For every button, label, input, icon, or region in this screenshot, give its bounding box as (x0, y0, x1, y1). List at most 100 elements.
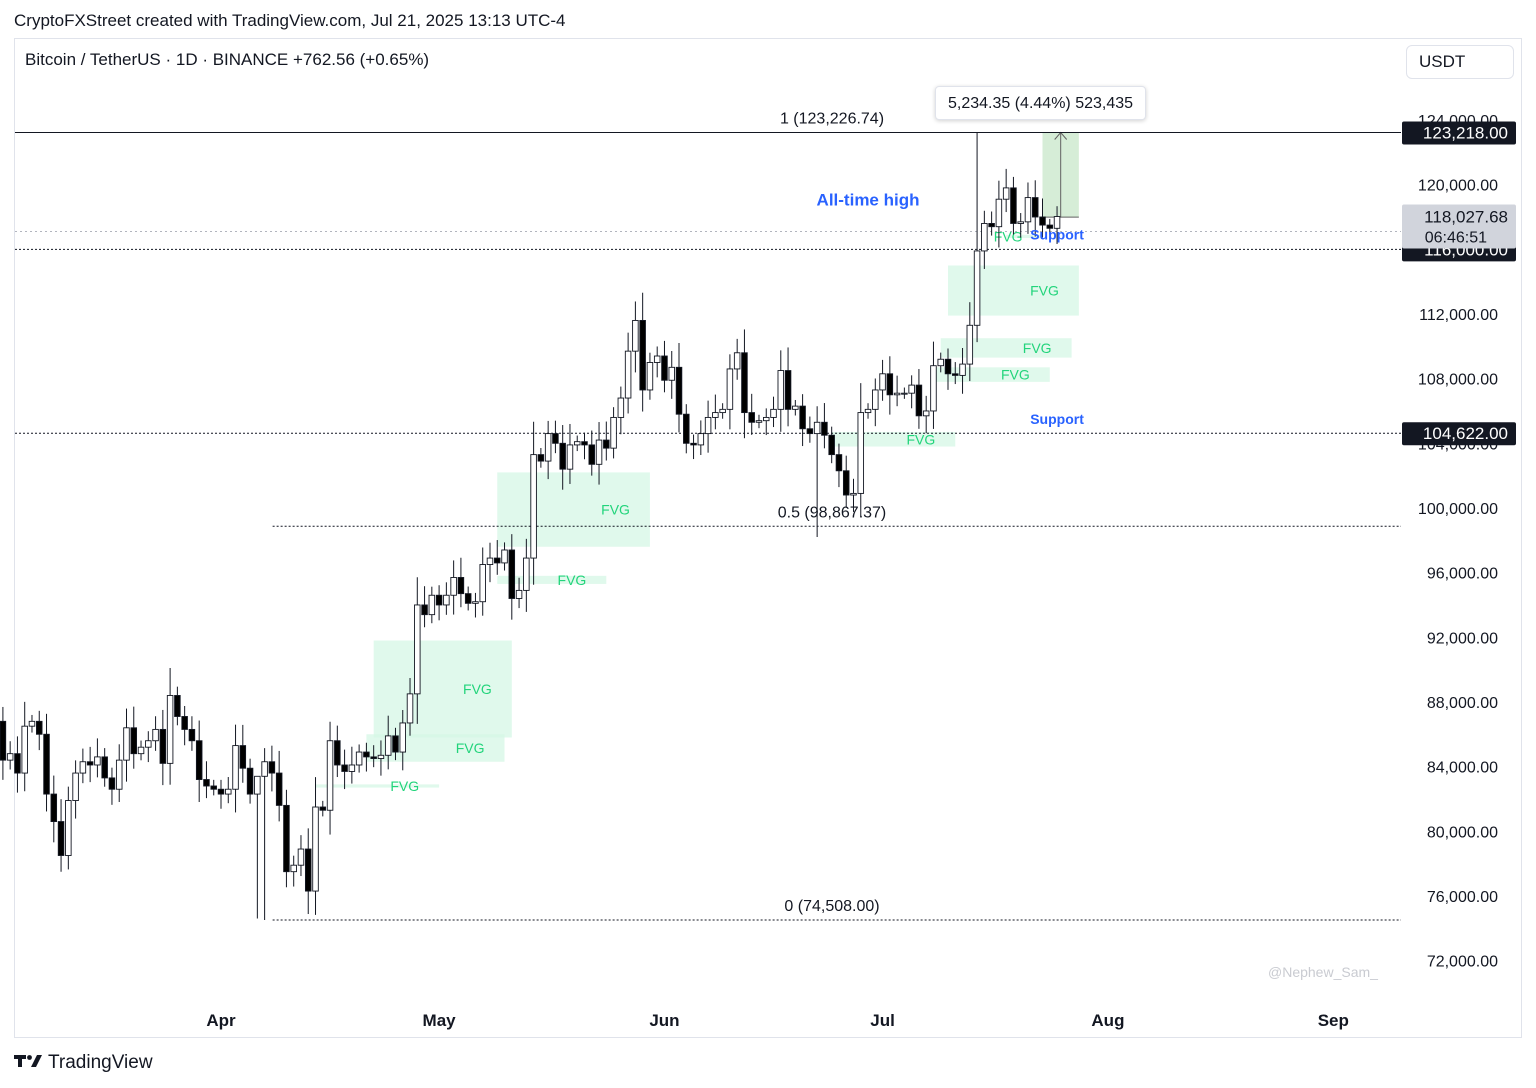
fvg-label: FVG (456, 740, 485, 756)
candle-body (806, 428, 814, 435)
candle-body (275, 772, 283, 806)
candle-body (166, 695, 174, 764)
candle-body (668, 366, 675, 381)
candle-body (1002, 187, 1010, 200)
candle-body (741, 352, 748, 414)
candle-body (1024, 197, 1032, 223)
candle-body (421, 604, 428, 616)
candle-body (0, 720, 7, 761)
candle-body (290, 864, 297, 873)
candle-body (683, 413, 690, 444)
candle-body (232, 745, 239, 790)
candle-body (930, 365, 937, 412)
candle-body (646, 362, 654, 391)
candle-body (450, 577, 457, 596)
candle-body (50, 793, 58, 823)
candle-body (901, 392, 908, 395)
candle-body (21, 725, 28, 774)
x-tick-label: Jun (649, 1011, 679, 1030)
candle-body (559, 442, 566, 470)
chart-caption: CryptoFXStreet created with TradingView.… (14, 11, 566, 30)
candle-body (508, 549, 516, 599)
y-tick-label: 108,000.00 (1418, 372, 1498, 389)
candle-body (595, 439, 603, 465)
candle-body (312, 806, 319, 892)
candle-body (79, 761, 87, 774)
candle-body (573, 441, 581, 446)
tradingview-logo[interactable]: TradingView (14, 1052, 153, 1074)
candle-body (690, 442, 697, 446)
candle-body (879, 373, 886, 391)
fvg-zone (373, 640, 512, 738)
candle-body (94, 756, 101, 766)
candle-body (283, 804, 290, 873)
candle-body (384, 735, 392, 756)
candle-body (1053, 216, 1061, 229)
fvg-label: FVG (1001, 367, 1030, 383)
currency-selector[interactable]: USDT (1406, 45, 1514, 79)
candle-body (123, 727, 130, 761)
candle-body (733, 352, 741, 370)
candle-body (603, 439, 610, 449)
candle-body (363, 751, 370, 758)
candle-body (377, 754, 385, 759)
y-tick-label: 76,000.00 (1427, 889, 1498, 906)
fvg-label: FVG (463, 681, 492, 697)
candle-body (813, 421, 821, 435)
y-tick-label: 72,000.00 (1427, 954, 1498, 971)
y-tick-label: 80,000.00 (1427, 824, 1498, 841)
candle-body (661, 355, 668, 381)
candle-body (108, 777, 116, 790)
candle-body (72, 772, 79, 801)
candle-body (515, 589, 523, 599)
candle-body (414, 604, 421, 695)
candle-body (130, 727, 138, 755)
fvg-label: FVG (1023, 340, 1052, 356)
candle-body (457, 577, 465, 595)
candle-body (268, 761, 276, 774)
candle-body (6, 753, 14, 761)
candle-body (406, 693, 414, 724)
candle-body (181, 716, 188, 730)
symbol-line[interactable]: Bitcoin / TetherUS · 1D · BINANCE +762.5… (25, 50, 430, 69)
candle-body (755, 420, 763, 423)
candle-body (893, 392, 901, 396)
y-tick-label: 100,000.00 (1418, 501, 1498, 518)
y-tick-label: 112,000.00 (1419, 307, 1498, 324)
candle-body (704, 416, 712, 435)
last-price-tag (1402, 204, 1516, 249)
candle-body (28, 720, 36, 727)
fvg-label: FVG (1030, 283, 1059, 299)
candle-body (850, 492, 857, 496)
candle-body (319, 806, 327, 811)
candle-body (254, 775, 261, 795)
support-label: Support (1030, 227, 1084, 243)
author-watermark: @Nephew_Sam_ (1268, 964, 1378, 980)
candle-body (835, 454, 843, 472)
candle-body (304, 848, 312, 892)
candle-body (566, 444, 574, 470)
candle-body (239, 745, 247, 769)
candle-body (341, 764, 348, 772)
tradingview-logo-icon (14, 1052, 44, 1074)
x-tick-label: Aug (1091, 1011, 1124, 1030)
tradingview-brand: TradingView (48, 1052, 153, 1073)
candle-body (494, 557, 501, 564)
fvg-label: FVG (906, 431, 935, 447)
candle-body (1031, 197, 1039, 218)
fib-level-label: 0.5 (98,867.37) (778, 504, 887, 521)
candle-body (1010, 187, 1017, 224)
candle-body (486, 557, 494, 565)
candle-body (14, 753, 21, 774)
candle-body (966, 324, 974, 365)
candle-body (872, 389, 879, 410)
candle-body (908, 384, 915, 394)
candle-body (174, 695, 181, 717)
fvg-zone (948, 265, 1079, 316)
fvg-zone (315, 784, 440, 788)
measure-tooltip: 5,234.35 (4.44%) 523,435 (935, 86, 1147, 120)
candle-body (1017, 221, 1024, 224)
candle-body (399, 722, 407, 753)
candle-body (523, 557, 530, 591)
